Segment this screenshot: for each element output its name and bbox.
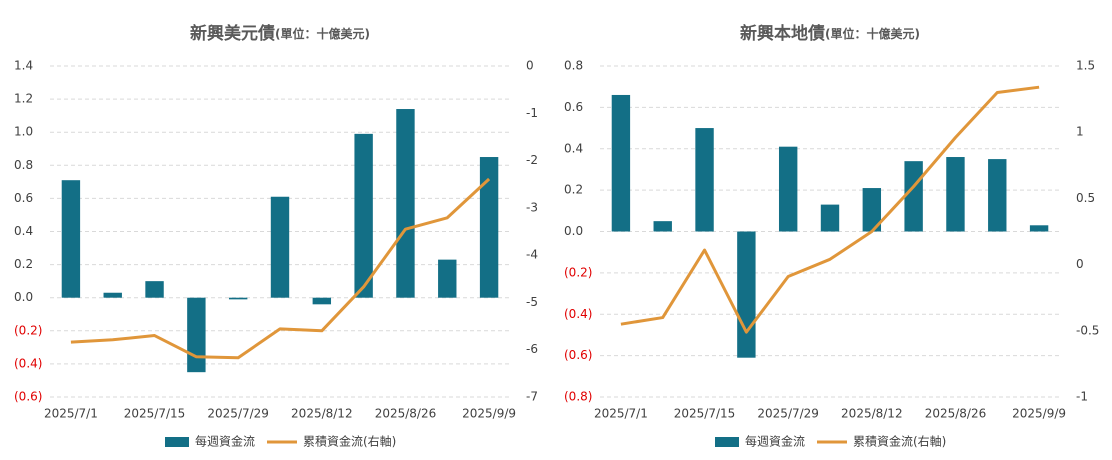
- bar: [61, 180, 81, 298]
- y-tick-label: 1.4: [14, 59, 33, 73]
- y2-tick-label: -5: [526, 295, 538, 309]
- chart-title: 新興美元債(單位：十億美元): [190, 23, 370, 44]
- y-tick-label: 0.4: [564, 141, 583, 155]
- bar: [737, 231, 756, 358]
- legend-label: 累積資金流(右軸): [853, 434, 946, 449]
- x-tick-label: 2025/8/26: [925, 407, 987, 421]
- line: [70, 177, 491, 360]
- y2-tick-label: 1: [1076, 125, 1084, 139]
- y2-tick-label: -1: [1076, 390, 1088, 404]
- x-tick-label: 2025/7/15: [674, 407, 736, 421]
- bar: [438, 259, 457, 298]
- bar: [653, 221, 672, 232]
- y2-tick-label: -0.5: [1076, 323, 1099, 337]
- y-tick-label: 0.8: [14, 158, 33, 172]
- y-tick-label: 1.2: [14, 92, 33, 106]
- bar: [695, 128, 714, 232]
- y2-tick-label: 0: [526, 59, 534, 73]
- bar: [904, 161, 923, 232]
- bar: [778, 146, 798, 232]
- y2-tick-label: 0.5: [1076, 191, 1095, 205]
- legend-label: 每週資金流: [745, 434, 805, 449]
- y2-tick-label: -4: [526, 248, 538, 262]
- y2-tick-label: -6: [526, 342, 538, 356]
- y-tick-label: (0.8): [564, 390, 592, 404]
- y-tick-label: 0.0: [564, 224, 583, 238]
- bar: [946, 157, 965, 232]
- y2-tick-label: 0: [1076, 257, 1084, 271]
- bar: [103, 292, 122, 298]
- bar: [988, 159, 1007, 232]
- y2-tick-label: -2: [526, 153, 538, 167]
- y-tick-label: 0.6: [564, 100, 583, 114]
- y2-tick-label: -3: [526, 200, 538, 214]
- bar: [820, 204, 840, 232]
- y2-tick-label: -1: [526, 106, 538, 120]
- legend-label: 每週資金流: [195, 434, 255, 449]
- x-tick-label: 2025/7/1: [594, 407, 648, 421]
- y-tick-label: (0.2): [564, 265, 592, 279]
- y-tick-label: 0.8: [564, 59, 583, 73]
- x-tick-label: 2025/8/26: [375, 407, 437, 421]
- y-tick-label: (0.6): [14, 390, 42, 404]
- y2-tick-label: -7: [526, 390, 538, 404]
- y2-tick-label: 1.5: [1076, 59, 1095, 73]
- y-tick-label: 0.2: [14, 257, 33, 271]
- bar: [228, 297, 248, 300]
- title-unit: (單位：十億美元): [275, 26, 370, 41]
- legend-swatch: [715, 437, 739, 447]
- x-tick-label: 2025/8/12: [291, 407, 353, 421]
- x-tick-label: 2025/7/29: [757, 407, 819, 421]
- bar: [312, 297, 332, 305]
- line: [620, 85, 1040, 334]
- y-tick-label: 1.0: [14, 125, 33, 139]
- bar: [270, 196, 290, 298]
- legend-swatch: [165, 437, 189, 447]
- y-tick-label: 0.0: [14, 290, 33, 304]
- title-main: 新興本地債: [740, 23, 825, 44]
- y-tick-label: 0.6: [14, 191, 33, 205]
- chart-title: 新興本地債(單位：十億美元): [740, 23, 920, 44]
- bar: [354, 133, 373, 298]
- y-tick-label: 0.2: [564, 183, 583, 197]
- legend-label: 累積資金流(右軸): [303, 434, 396, 449]
- bar: [862, 188, 882, 232]
- bar: [479, 157, 499, 298]
- x-tick-label: 2025/9/9: [1012, 407, 1066, 421]
- y-tick-label: (0.4): [14, 356, 42, 370]
- y-tick-label: (0.2): [14, 323, 42, 337]
- bar: [396, 109, 415, 298]
- bar: [1029, 225, 1049, 232]
- title-main: 新興美元債: [190, 23, 275, 44]
- title-unit: (單位：十億美元): [825, 26, 920, 41]
- bar: [611, 94, 631, 232]
- x-tick-label: 2025/7/29: [207, 407, 269, 421]
- bar: [145, 281, 164, 298]
- y-tick-label: 0.4: [14, 224, 33, 238]
- x-tick-label: 2025/9/9: [462, 407, 516, 421]
- bar: [187, 297, 206, 373]
- x-tick-label: 2025/7/15: [124, 407, 186, 421]
- y-tick-label: (0.4): [564, 307, 592, 321]
- y-tick-label: (0.6): [564, 348, 592, 362]
- x-tick-label: 2025/7/1: [44, 407, 98, 421]
- x-tick-label: 2025/8/12: [841, 407, 903, 421]
